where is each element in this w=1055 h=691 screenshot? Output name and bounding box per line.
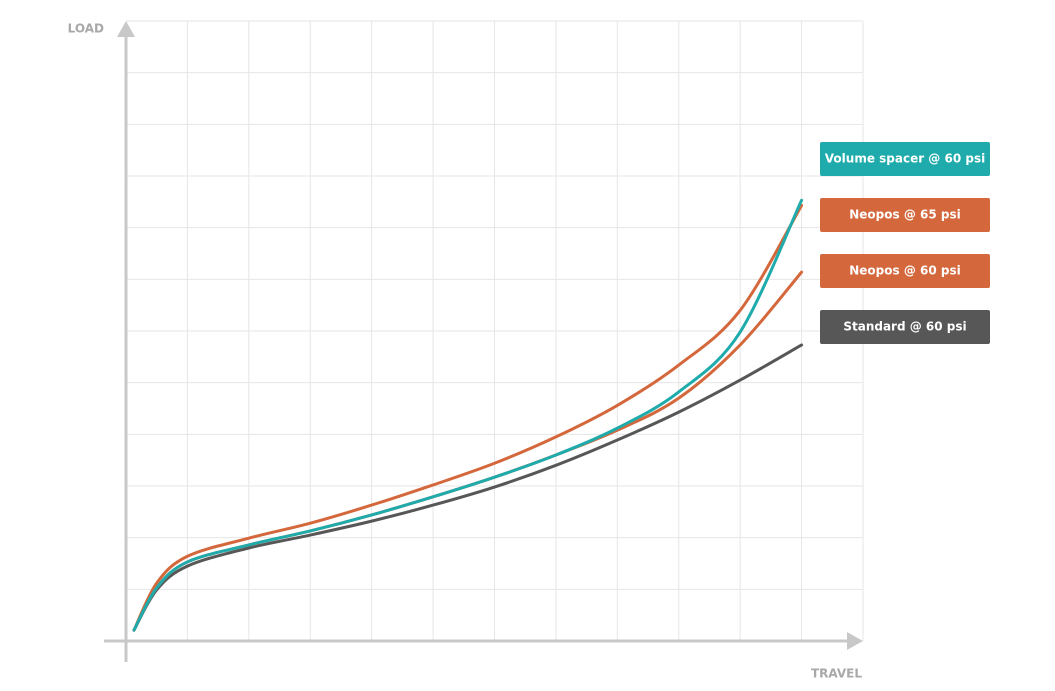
lines: [132, 198, 804, 632]
legend-label: Standard @ 60 psi: [843, 320, 966, 334]
x-axis-label: TRAVEL: [811, 667, 862, 681]
legend-label: Volume spacer @ 60 psi: [825, 152, 985, 166]
y-axis-arrow: [117, 21, 135, 37]
series-line: [132, 270, 804, 632]
legend-label: Neopos @ 65 psi: [849, 208, 960, 222]
grid: [126, 20, 864, 641]
series-line: [132, 198, 804, 632]
series-line: [132, 343, 804, 632]
legend-swatch: [820, 142, 990, 176]
legend-label: Neopos @ 60 psi: [849, 264, 960, 278]
legend-swatch: [820, 254, 990, 288]
y-axis-label: LOAD: [68, 22, 104, 36]
x-axis-arrow: [847, 632, 863, 650]
legend-swatch: [820, 310, 990, 344]
series-line: [132, 203, 804, 632]
legend: Volume spacer @ 60 psi Neopos @ 65 psi Neo…: [820, 142, 990, 344]
legend-swatch: [820, 198, 990, 232]
